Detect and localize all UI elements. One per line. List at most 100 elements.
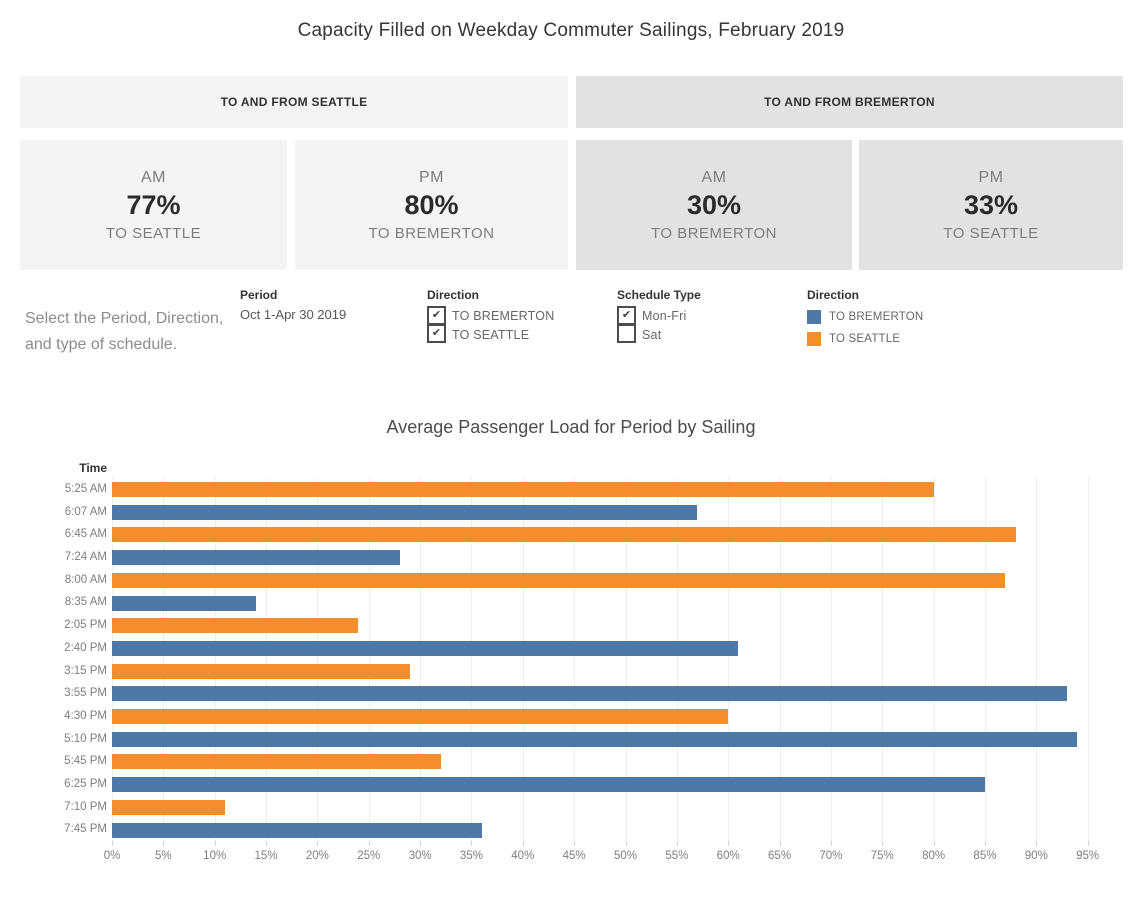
unchecked-checkbox-icon[interactable]: [617, 324, 636, 343]
bar-2-40-pm-to-bremerton[interactable]: [112, 640, 739, 656]
bar-5-45-pm-to-seattle[interactable]: [112, 754, 441, 770]
direction-filter: Direction ✔ TO BREMERTON ✔ TO SEATTLE: [427, 288, 554, 344]
checked-checkbox-icon[interactable]: ✔: [617, 306, 636, 325]
time-tick-label: 4:30 PM: [64, 709, 107, 722]
axis-tick: [317, 841, 319, 846]
bar-7-45-pm-to-bremerton[interactable]: [112, 822, 482, 838]
percent-tick-label: 60%: [716, 850, 740, 862]
axis-tick: [1036, 841, 1038, 846]
bar-5-25-am-to-seattle[interactable]: [112, 482, 934, 497]
bar-6-07-am-to-bremerton[interactable]: [112, 504, 698, 520]
bar-row: [112, 637, 1124, 660]
kpi-direction: TO SEATTLE: [943, 224, 1039, 242]
axis-tick: [574, 841, 576, 846]
percent-axis: 0% 5% 10% 15% 20% 25% 30% 35% 40% 45% 50% 55% 60% 65%…: [104, 841, 1124, 871]
kpi-value: 80%: [404, 189, 459, 220]
gridline: [317, 478, 319, 841]
kpi-value: 77%: [126, 189, 181, 220]
bar-row: [112, 523, 1124, 546]
schedule-type-filter-option-mon-fri[interactable]: ✔ Mon-Fri: [617, 306, 701, 325]
bar-7-24-am-to-bremerton[interactable]: [112, 550, 400, 566]
axis-tick: [420, 841, 422, 846]
bar-row: [112, 705, 1124, 728]
kpi-direction: TO BREMERTON: [368, 224, 495, 242]
period-label: Period: [240, 288, 278, 302]
bar-2-05-pm-to-seattle[interactable]: [112, 618, 359, 634]
bar-row: [112, 682, 1124, 705]
legend-swatch-icon[interactable]: [807, 310, 821, 324]
kpi-card-pm-seattle[interactable]: PM 33% TO SEATTLE: [859, 140, 1123, 270]
checked-checkbox-icon[interactable]: ✔: [427, 324, 446, 343]
bar-4-30-pm-to-seattle[interactable]: [112, 709, 729, 724]
bar-3-15-pm-to-seattle[interactable]: [112, 663, 410, 679]
time-tick-label: 7:10 PM: [64, 800, 107, 813]
time-tick-label: 2:05 PM: [64, 619, 107, 632]
axis-tick: [676, 841, 678, 846]
legend-swatch-icon[interactable]: [807, 332, 821, 346]
gridline: [676, 478, 678, 841]
time-tick-label: 6:45 AM: [64, 528, 107, 541]
gridline: [266, 478, 268, 841]
gridline: [1087, 478, 1089, 841]
percent-tick-label: 85%: [973, 850, 997, 862]
percent-tick-label: 45%: [562, 850, 586, 862]
time-tick-label: 6:07 AM: [64, 505, 107, 518]
bar-8-35-am-to-bremerton[interactable]: [112, 595, 256, 611]
axis-tick: [163, 841, 165, 846]
kpi-value: 30%: [686, 189, 742, 220]
bar-8-00-am-to-seattle[interactable]: [112, 572, 1006, 588]
kpi-card-am-bremerton[interactable]: AM 30% TO BREMERTON: [576, 140, 852, 270]
checkbox-label: TO BREMERTON: [452, 308, 555, 323]
bar-7-10-pm-to-seattle[interactable]: [112, 799, 225, 815]
bar-5-10-pm-to-bremerton[interactable]: [112, 731, 1078, 747]
percent-tick-label: 35%: [459, 850, 483, 862]
bar-3-55-pm-to-bremerton[interactable]: [112, 686, 1068, 702]
direction-filter-option-to-bremerton[interactable]: ✔ TO BREMERTON: [427, 306, 554, 325]
bar-6-45-am-to-seattle[interactable]: [112, 527, 1016, 543]
schedule-type-filter-option-sat[interactable]: Sat: [617, 324, 701, 344]
kpi-card-pm-bremerton[interactable]: PM 80% TO BREMERTON: [295, 140, 568, 270]
legend-item-label: TO SEATTLE: [829, 333, 901, 345]
bar-row: [112, 796, 1124, 819]
percent-tick-label: 0%: [103, 850, 121, 862]
axis-tick: [112, 841, 113, 846]
gridline: [830, 478, 832, 841]
time-tick-label: 3:15 PM: [64, 664, 107, 677]
time-tick-label: 7:24 AM: [64, 551, 107, 564]
kpi-period: PM: [419, 168, 444, 186]
legend-item-label: TO BREMERTON: [829, 311, 924, 323]
percent-tick-label: 30%: [408, 850, 432, 862]
bar-row: [112, 569, 1124, 592]
region-header-seattle: TO AND FROM SEATTLE: [20, 76, 568, 128]
chart-title: Average Passenger Load for Period by Sai…: [386, 417, 756, 437]
percent-tick-label: 70%: [819, 850, 843, 862]
time-tick-label: 3:55 PM: [64, 687, 107, 700]
legend-item-to-bremerton[interactable]: TO BREMERTON: [807, 310, 923, 324]
page-title: Capacity Filled on Weekday Commuter Sail…: [297, 20, 845, 41]
time-tick-label: 8:35 AM: [64, 596, 107, 609]
bar-6-25-pm-to-bremerton[interactable]: [112, 777, 985, 793]
period-parameter: Period Oct 1-Apr 30 2019: [240, 288, 346, 322]
region-header-bremerton: TO AND FROM BREMERTON: [576, 76, 1123, 128]
percent-tick-label: 90%: [1024, 850, 1048, 862]
axis-tick: [368, 841, 370, 846]
direction-filter-option-to-seattle[interactable]: ✔ TO SEATTLE: [427, 324, 554, 344]
kpi-card-am-seattle[interactable]: AM 77% TO SEATTLE: [20, 140, 287, 270]
legend-item-to-seattle[interactable]: TO SEATTLE: [807, 332, 923, 346]
legend-label: Direction: [807, 288, 860, 302]
instruction-text: Select the Period, Direction, and type o…: [25, 310, 224, 353]
direction-color-legend: Direction TO BREMERTON TO SEATTLE: [807, 288, 923, 346]
direction-filter-label: Direction: [427, 288, 480, 302]
percent-tick-label: 55%: [665, 850, 689, 862]
schedule-type-label: Schedule Type: [617, 288, 701, 302]
checked-checkbox-icon[interactable]: ✔: [427, 306, 446, 325]
gridline: [471, 478, 473, 841]
period-value: Oct 1-Apr 30 2019: [240, 307, 347, 322]
gridline: [163, 478, 165, 841]
bar-chart-plot-area: [112, 478, 1124, 841]
axis-tick: [984, 841, 986, 846]
percent-tick-label: 65%: [768, 850, 792, 862]
gridline: [420, 478, 422, 841]
percent-tick-label: 95%: [1076, 850, 1100, 862]
gridline: [625, 478, 627, 841]
